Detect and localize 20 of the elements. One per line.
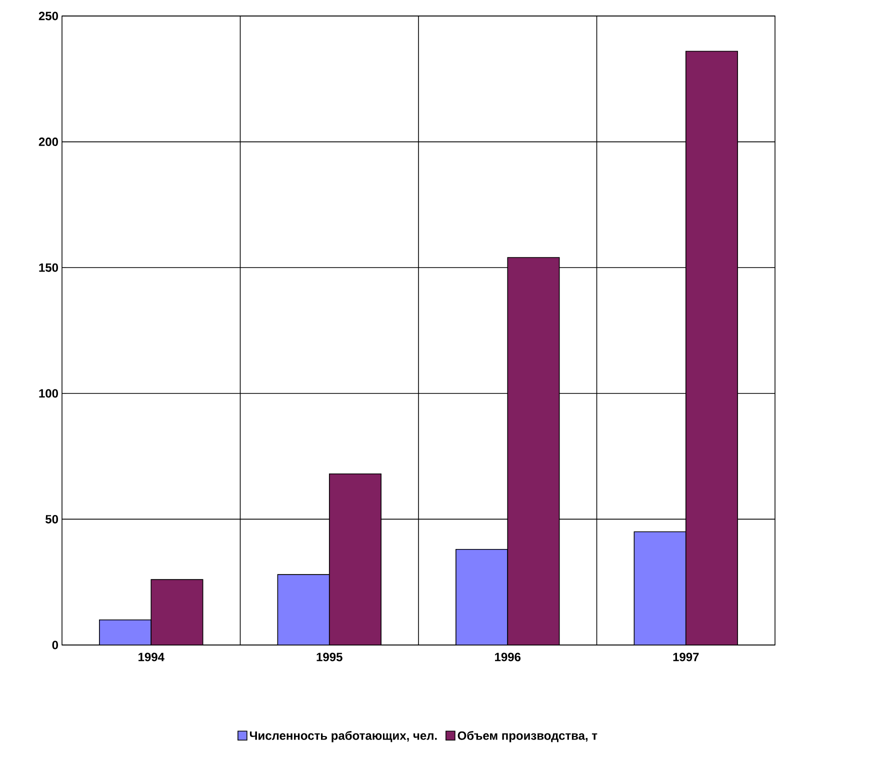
bar [150,579,204,645]
y-tick-label: 100 [39,389,58,398]
bar [634,531,686,645]
x-tick-label: 1997 [673,652,699,662]
x-tick-label: 1994 [138,652,164,662]
legend-label: Численность работающих, чел. [250,730,437,742]
x-tick-label: 1995 [316,652,342,662]
bar [99,619,152,645]
y-tick-label: 250 [38,12,58,20]
bar [456,548,508,645]
y-tick-label: 200 [38,138,58,146]
legend-label: Объем производства, т [458,730,598,742]
bar [507,257,560,645]
bar [685,50,738,645]
bar [328,474,382,645]
bar [277,574,330,645]
y-tick-label: 0 [52,640,58,650]
x-tick-label: 1996 [495,652,521,662]
y-tick-label: 50 [46,514,58,524]
y-tick-label: 150 [39,263,58,272]
